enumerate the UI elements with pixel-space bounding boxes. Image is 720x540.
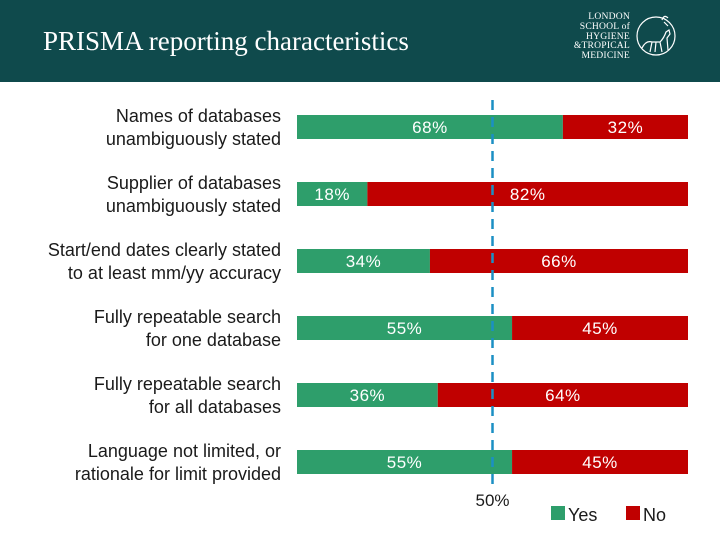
bar-yes <box>297 182 368 206</box>
bar-no <box>512 316 688 340</box>
legend-swatch-no <box>626 506 640 520</box>
category-label-line: Fully repeatable search <box>94 374 281 394</box>
value-label-yes: 34% <box>346 252 382 271</box>
legend: Yes No <box>551 505 666 525</box>
slide-title: PRISMA reporting characteristics <box>43 26 409 56</box>
bar-yes <box>297 249 430 273</box>
bar-no <box>562 115 688 139</box>
category-label-line: Language not limited, or <box>88 441 281 461</box>
value-label-yes: 68% <box>412 118 448 137</box>
bars <box>297 115 688 474</box>
logo-text: LONDON SCHOOL of HYGIENE &TROPICAL MEDIC… <box>568 12 630 61</box>
category-labels: Names of databases unambiguously statedSu… <box>48 106 281 484</box>
value-labels: 68% 32% 18% 82% 34% 66% 55% 45% 36% 64% 55% 45% <box>314 118 644 472</box>
lshtm-crest-icon <box>636 15 676 56</box>
lshtm-logo: LONDON SCHOOL of HYGIENE &TROPICAL MEDIC… <box>568 12 680 72</box>
value-label-yes: 18% <box>314 185 350 204</box>
category-label-line: Fully repeatable search <box>94 307 281 327</box>
logo-line: LONDON <box>588 11 630 22</box>
category-label: Names of databases unambiguously stated <box>106 106 281 149</box>
bar-no <box>367 182 688 206</box>
bar-yes <box>297 383 438 407</box>
bar-yes <box>297 316 513 340</box>
value-label-yes: 36% <box>350 386 386 405</box>
category-label-line: for one database <box>146 330 281 350</box>
bar-no <box>429 249 688 273</box>
logo-line: HYGIENE <box>585 30 630 42</box>
category-label-line: to at least mm/yy accuracy <box>68 263 281 283</box>
value-label-no: 45% <box>582 319 618 338</box>
logo-line: MEDICINE <box>581 50 630 62</box>
logo-line: &TROPICAL <box>573 40 630 52</box>
category-label-line: Supplier of databases <box>107 173 281 193</box>
value-label-yes: 55% <box>387 319 423 338</box>
legend-swatch-yes <box>551 506 565 520</box>
stacked-bar-chart: Names of databases unambiguously statedSu… <box>48 100 688 525</box>
value-label-no: 82% <box>510 185 546 204</box>
bar-no <box>512 450 688 474</box>
value-label-no: 32% <box>608 118 644 137</box>
category-label-line: Start/end dates clearly stated <box>48 240 281 260</box>
bar-no <box>437 383 688 407</box>
category-label: Fully repeatable search for all databases <box>94 374 281 417</box>
logo-line: SCHOOL of <box>579 20 630 32</box>
bar-yes <box>297 450 513 474</box>
value-label-no: 64% <box>545 386 581 405</box>
category-label: Fully repeatable search for one database <box>94 307 281 350</box>
category-label-line: for all databases <box>149 397 281 417</box>
value-label-no: 66% <box>541 252 577 271</box>
legend-label-yes: Yes <box>568 505 597 525</box>
reference-line-label: 50% <box>475 491 509 510</box>
category-label: Supplier of databases unambiguously state… <box>106 173 281 216</box>
category-label-line: rationale for limit provided <box>75 464 281 484</box>
title-banner: PRISMA reporting characteristics LONDON … <box>0 0 720 82</box>
value-label-no: 45% <box>582 453 618 472</box>
category-label-line: unambiguously stated <box>106 129 281 149</box>
category-label: Language not limited, or rationale for li… <box>75 441 281 484</box>
bar-yes <box>297 115 563 139</box>
legend-label-no: No <box>643 505 666 525</box>
category-label: Start/end dates clearly stated to at leas… <box>48 240 281 283</box>
category-label-line: unambiguously stated <box>106 196 281 216</box>
value-label-yes: 55% <box>387 453 423 472</box>
category-label-line: Names of databases <box>116 106 281 126</box>
